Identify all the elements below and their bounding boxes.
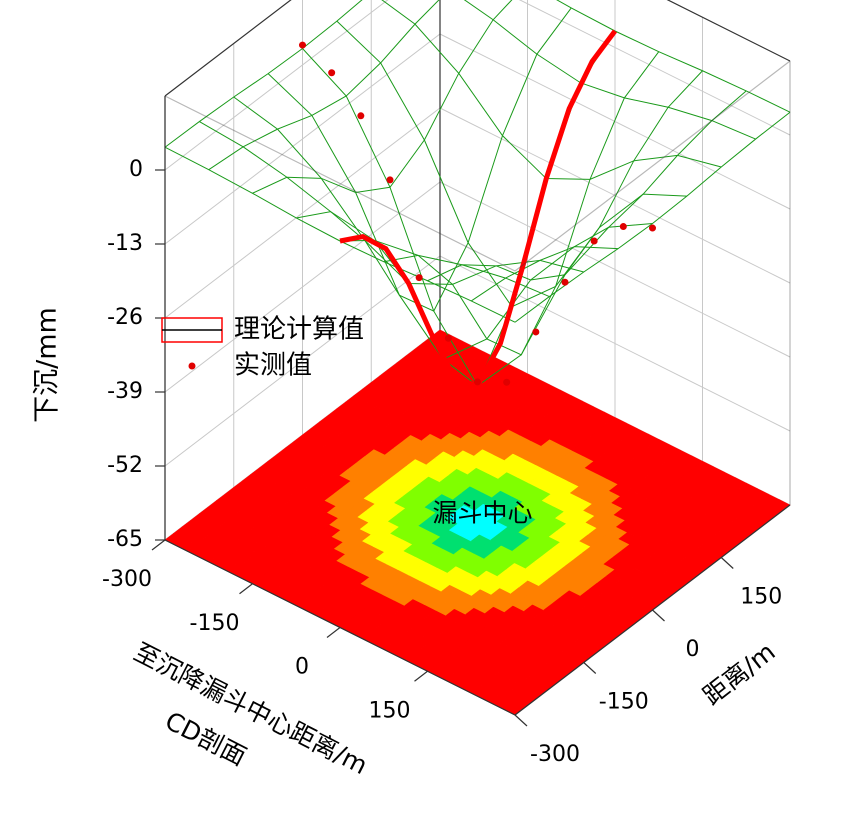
legend-label: 理论计算值: [234, 315, 364, 345]
mesh-line: [383, 51, 660, 356]
box-edge: [164, 0, 292, 97]
box-edge: [514, 60, 791, 272]
z-tick-label: -26: [107, 305, 143, 330]
z-tick-label: 0: [129, 157, 143, 182]
mesh-line: [296, 7, 572, 312]
measured-point: [299, 41, 306, 49]
measured-point: [503, 378, 511, 386]
x-tick: [239, 583, 253, 595]
x-tick-label: -150: [190, 611, 240, 636]
theory-line: [339, 29, 618, 389]
y-tick-label: 0: [686, 637, 700, 662]
legend-label: 实测值: [234, 351, 312, 381]
measured-point: [474, 378, 481, 386]
measured-point: [590, 237, 598, 245]
y-tick: [720, 557, 734, 569]
mesh-line: [164, 146, 516, 323]
measured-point: [415, 274, 423, 282]
x-tick-label: -300: [102, 567, 152, 592]
measured-point: [649, 224, 656, 232]
z-tick-label: -65: [107, 527, 143, 552]
mesh-line: [252, 0, 513, 194]
measured-point: [561, 278, 569, 286]
x-tick-label: 150: [369, 698, 411, 723]
z-tick-label: -13: [107, 231, 143, 256]
box-edge: [164, 95, 516, 272]
z-tick-label: -52: [107, 453, 143, 478]
annotation: 漏斗中心: [432, 499, 532, 528]
mesh-line: [208, 0, 440, 171]
measured-point: [328, 69, 336, 77]
x-tick: [326, 627, 341, 638]
legend-symbol: [188, 362, 196, 370]
z-axis-title: 下沉/mm: [32, 307, 63, 423]
y-tick: [583, 662, 597, 674]
y-tick-label: -150: [599, 690, 649, 715]
mesh-line: [199, 121, 550, 298]
mesh-line: [339, 30, 616, 387]
measured-point: [357, 112, 365, 120]
y-tick: [652, 609, 665, 622]
box-edge: [666, 0, 791, 62]
mesh-line: [427, 70, 703, 282]
x-tick: [414, 670, 428, 682]
grid-line: [164, 0, 791, 171]
mesh-line: [463, 0, 756, 140]
y-tick-label: 150: [740, 585, 782, 610]
y-tick: [514, 714, 528, 727]
mesh-line: [381, 0, 722, 180]
measured-point: [619, 223, 627, 231]
z-tick-label: -39: [107, 379, 143, 404]
measured-point: [444, 334, 452, 342]
y-axis-title: 距离/m: [698, 637, 781, 711]
x-tick: [151, 539, 166, 551]
measured-point: [532, 328, 540, 336]
measured-point: [386, 176, 394, 184]
x-axis-title: 至沉降漏斗中心距离/m: [129, 637, 372, 780]
mesh-line: [514, 111, 791, 323]
mesh-line: [470, 90, 747, 302]
y-tick-label: -300: [530, 742, 580, 767]
x-tick-label: 0: [295, 655, 309, 680]
